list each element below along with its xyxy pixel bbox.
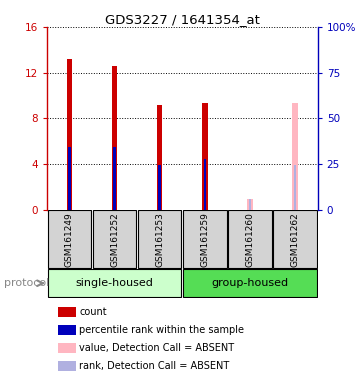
Bar <box>58 307 76 317</box>
Text: protocol: protocol <box>4 278 49 288</box>
FancyBboxPatch shape <box>48 269 182 297</box>
Bar <box>113 147 116 210</box>
Bar <box>58 361 76 371</box>
Text: single-housed: single-housed <box>76 278 153 288</box>
Text: percentile rank within the sample: percentile rank within the sample <box>79 325 244 335</box>
Text: count: count <box>79 307 107 317</box>
Text: GSM161259: GSM161259 <box>200 212 209 266</box>
Bar <box>249 199 251 210</box>
FancyBboxPatch shape <box>274 210 317 268</box>
FancyBboxPatch shape <box>138 210 182 268</box>
FancyBboxPatch shape <box>183 210 227 268</box>
Text: GSM161262: GSM161262 <box>291 212 300 266</box>
Bar <box>292 103 298 210</box>
Text: GSM161252: GSM161252 <box>110 212 119 266</box>
Bar <box>294 165 296 210</box>
Bar <box>247 199 253 210</box>
Text: GSM161249: GSM161249 <box>65 212 74 266</box>
Bar <box>68 147 71 210</box>
FancyBboxPatch shape <box>229 210 272 268</box>
Text: GSM161253: GSM161253 <box>155 212 164 266</box>
Bar <box>67 59 72 210</box>
Bar <box>58 325 76 335</box>
Bar <box>112 66 117 210</box>
Bar <box>157 104 162 210</box>
FancyBboxPatch shape <box>48 210 91 268</box>
Bar <box>58 343 76 353</box>
Text: rank, Detection Call = ABSENT: rank, Detection Call = ABSENT <box>79 361 230 371</box>
Bar <box>158 165 161 210</box>
Bar <box>202 103 208 210</box>
Bar <box>204 159 206 210</box>
FancyBboxPatch shape <box>183 269 317 297</box>
Text: value, Detection Call = ABSENT: value, Detection Call = ABSENT <box>79 343 235 353</box>
Text: group-housed: group-housed <box>212 278 288 288</box>
FancyBboxPatch shape <box>93 210 136 268</box>
Title: GDS3227 / 1641354_at: GDS3227 / 1641354_at <box>105 13 260 26</box>
Text: GSM161260: GSM161260 <box>245 212 255 266</box>
